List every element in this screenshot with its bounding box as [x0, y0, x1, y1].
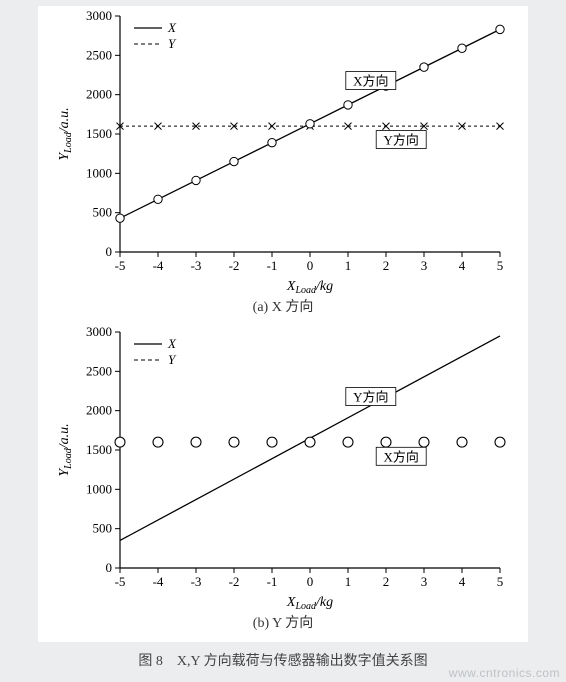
- svg-text:-4: -4: [153, 574, 164, 589]
- svg-text:0: 0: [307, 574, 314, 589]
- svg-text:0: 0: [307, 258, 314, 273]
- svg-text:X方向: X方向: [384, 449, 419, 464]
- svg-text:2: 2: [383, 574, 390, 589]
- svg-text:1500: 1500: [86, 442, 112, 457]
- svg-text:X: X: [167, 336, 177, 351]
- svg-text:-5: -5: [115, 574, 126, 589]
- svg-text:XLoad/kg: XLoad/kg: [286, 595, 333, 612]
- chart-b-caption: (b) Y 方向: [38, 612, 528, 632]
- svg-text:2: 2: [383, 258, 390, 273]
- svg-text:YLoad/a.u.: YLoad/a.u.: [57, 423, 74, 476]
- chart-b: -5 -4 -3 -2 -1 0 1 2 3 4 5 0 500 1000 1500 2000 250…: [48, 324, 518, 616]
- svg-text:1: 1: [345, 574, 352, 589]
- svg-text:2000: 2000: [86, 87, 112, 102]
- svg-text:-3: -3: [191, 574, 202, 589]
- svg-text:-2: -2: [229, 574, 240, 589]
- svg-text:1500: 1500: [86, 126, 112, 141]
- svg-text:X: X: [167, 20, 177, 35]
- svg-text:5: 5: [497, 574, 504, 589]
- svg-text:0: 0: [106, 560, 113, 575]
- svg-text:2000: 2000: [86, 403, 112, 418]
- svg-text:1: 1: [345, 258, 352, 273]
- svg-text:3000: 3000: [86, 324, 112, 339]
- svg-text:YLoad/a.u.: YLoad/a.u.: [57, 107, 74, 160]
- svg-text:-4: -4: [153, 258, 164, 273]
- svg-text:500: 500: [93, 521, 113, 536]
- figure-panel: -5-4-3-2-10 1 2 3 4 50500100015002000250…: [38, 6, 528, 642]
- svg-text:2500: 2500: [86, 363, 112, 378]
- svg-text:-1: -1: [267, 258, 278, 273]
- svg-text:3: 3: [421, 258, 428, 273]
- svg-text:0: 0: [106, 244, 113, 259]
- svg-text:XLoad/kg: XLoad/kg: [286, 279, 333, 296]
- chart-a: -5 -4 -3 -2 -1 0 1 2 3 4 5 0 500 1000 1500 2000 250…: [48, 8, 518, 300]
- svg-text:-5: -5: [115, 258, 126, 273]
- svg-text:Y: Y: [168, 352, 177, 367]
- svg-text:3000: 3000: [86, 8, 112, 23]
- svg-text:-2: -2: [229, 258, 240, 273]
- svg-text:Y方向: Y方向: [384, 133, 419, 148]
- svg-text:1000: 1000: [86, 165, 112, 180]
- svg-text:4: 4: [459, 258, 466, 273]
- svg-text:500: 500: [93, 205, 113, 220]
- svg-text:-1: -1: [267, 574, 278, 589]
- svg-text:1000: 1000: [86, 481, 112, 496]
- chart-a-caption: (a) X 方向: [38, 296, 528, 316]
- watermark: www.cntronics.com: [449, 666, 560, 680]
- svg-text:5: 5: [497, 258, 504, 273]
- svg-text:-3: -3: [191, 258, 202, 273]
- svg-text:Y方向: Y方向: [353, 390, 388, 405]
- svg-text:Y: Y: [168, 36, 177, 51]
- svg-text:X方向: X方向: [353, 74, 388, 89]
- svg-text:3: 3: [421, 574, 428, 589]
- svg-text:2500: 2500: [86, 47, 112, 62]
- svg-text:4: 4: [459, 574, 466, 589]
